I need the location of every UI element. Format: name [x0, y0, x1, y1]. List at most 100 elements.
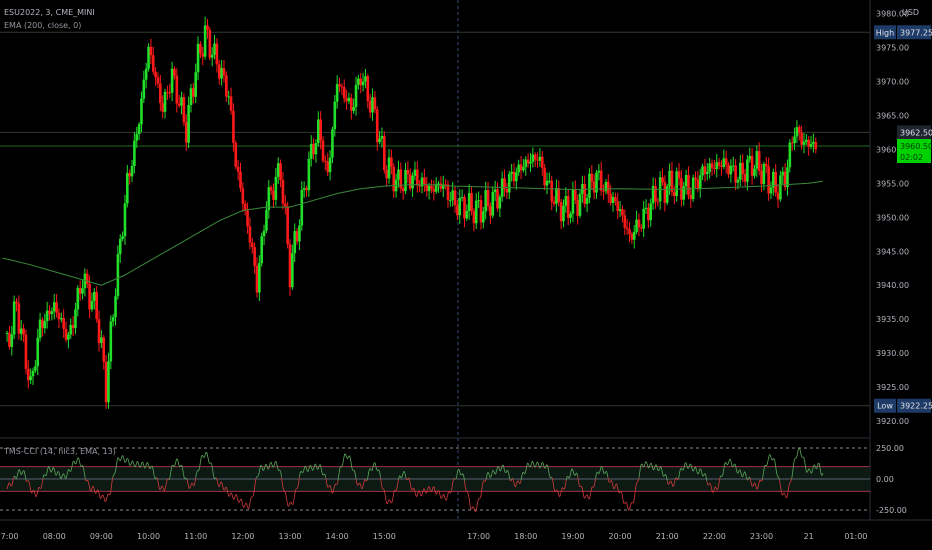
candle-body [510, 171, 513, 175]
candle-body [50, 311, 54, 315]
cci-segment [343, 453, 346, 459]
ema-legend[interactable]: EMA (200, close, 0) [4, 21, 82, 30]
candle-body [722, 158, 726, 167]
cci-segment [57, 471, 60, 473]
cci-segment [374, 462, 377, 467]
cci-segment [700, 470, 703, 475]
candle-body [250, 242, 254, 248]
cci-segment [612, 483, 614, 489]
cci-segment [643, 464, 645, 468]
cci-segment [349, 458, 352, 465]
cci-segment [413, 487, 415, 490]
cci-segment [815, 467, 818, 470]
cci-segment [199, 462, 201, 469]
cci-indicator-label[interactable]: TMS-CCI (14, hlc3, EMA, 13) [4, 447, 116, 456]
cci-segment [184, 478, 186, 480]
candle-body [392, 166, 396, 192]
cci-segment [182, 467, 184, 474]
cci-segment [803, 457, 806, 463]
cci-segment [671, 483, 674, 487]
cci-segment [548, 469, 550, 476]
candle-body [234, 142, 238, 167]
cci-segment [434, 491, 437, 495]
cci-segment [41, 478, 44, 485]
cci-segment [809, 469, 811, 473]
cci-segment [765, 464, 768, 466]
cci-segment [375, 466, 378, 471]
cci-segment [66, 472, 68, 478]
candle-body [609, 193, 612, 204]
candle-body [88, 283, 91, 310]
candle-body [187, 105, 190, 143]
cci-segment [678, 473, 680, 479]
cci-segment [467, 493, 470, 500]
cci-segment [510, 479, 512, 482]
cci-segment [476, 501, 479, 508]
cci-segment [257, 473, 260, 477]
cci-segment [590, 487, 593, 492]
cci-segment [169, 469, 172, 476]
candle-body [159, 83, 162, 104]
candle-body [291, 253, 294, 288]
symbol-title[interactable]: ESU2022, 3, CME_MINI [4, 8, 95, 17]
cci-segment [119, 458, 122, 462]
cci-segment [140, 462, 143, 466]
cci-segment [179, 465, 181, 468]
candle-body [675, 171, 678, 196]
time-tick-label: 08:00 [43, 532, 66, 541]
cci-segment [255, 476, 258, 479]
cci-segment [653, 466, 656, 470]
last-price-tag: 3960.50 02:02 [897, 139, 932, 163]
cci-segment [79, 462, 82, 467]
candle-body [703, 166, 707, 174]
candle-body [236, 166, 240, 172]
candle-body [147, 46, 150, 69]
time-tick-label: 22:00 [703, 532, 726, 541]
candle-body [302, 188, 306, 190]
candle-body [399, 169, 403, 189]
cci-segment [353, 470, 356, 474]
high-tag: High 3977.25 [874, 25, 932, 40]
cci-segment [574, 473, 577, 476]
candle-body [126, 173, 129, 204]
candle-body [564, 196, 568, 206]
cci-segment [211, 464, 214, 471]
cci-segment [206, 452, 209, 458]
cci-segment [337, 473, 340, 481]
cci-segment [23, 470, 26, 475]
cci-segment [593, 484, 595, 488]
candle-body [335, 84, 339, 102]
cci-segment [485, 474, 488, 480]
candle-body [585, 197, 589, 204]
candle-body [764, 163, 768, 167]
candle-body [314, 143, 318, 155]
cci-segment [734, 464, 737, 469]
candle-body [713, 168, 716, 170]
candle-body [267, 187, 271, 211]
price-tick-label: 3935.00 [876, 315, 909, 324]
candle-body [135, 134, 139, 141]
cci-segment [763, 466, 765, 473]
cci-segment [581, 485, 583, 489]
cci-segment [416, 495, 418, 497]
candle-body [48, 310, 51, 315]
candle-body [116, 254, 120, 297]
cci-segment [170, 465, 173, 470]
candle-body [78, 287, 82, 294]
cci-segment [429, 487, 431, 491]
cci-tick-label: -250.00 [876, 506, 907, 515]
cci-segment [101, 494, 103, 498]
candle-body [621, 209, 624, 216]
candle-body [753, 168, 756, 176]
cci-segment [418, 490, 421, 494]
candle-body [642, 208, 645, 229]
cci-segment [103, 498, 106, 502]
candle-body [220, 68, 223, 79]
cci-segment [174, 461, 177, 466]
cci-segment [310, 465, 313, 469]
cci-segment [207, 457, 210, 463]
cci-segment [722, 468, 725, 475]
candle-body [307, 158, 311, 191]
cci-segment [790, 478, 793, 482]
